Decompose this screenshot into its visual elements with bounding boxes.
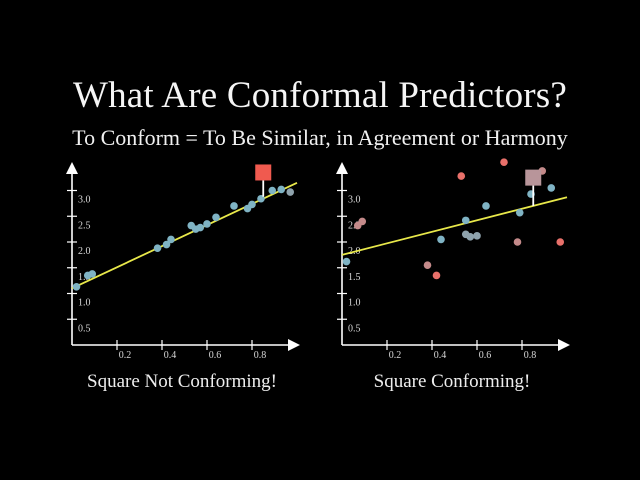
y-tick-label: 0.5 bbox=[78, 323, 91, 334]
data-point bbox=[230, 202, 238, 210]
data-point bbox=[342, 257, 351, 266]
y-tick-label: 1.5 bbox=[348, 272, 361, 283]
y-tick-label: 2.5 bbox=[78, 220, 91, 231]
x-tick-label: 0.8 bbox=[524, 350, 537, 361]
data-point bbox=[437, 235, 445, 244]
data-point bbox=[248, 200, 256, 209]
x-tick-label: 0.2 bbox=[119, 350, 132, 361]
y-tick-label: 1.5 bbox=[78, 272, 91, 283]
right-plot-caption: Square Conforming! bbox=[373, 371, 531, 392]
left-plot-caption: Square Not Conforming! bbox=[87, 371, 277, 392]
test-square bbox=[255, 164, 272, 181]
y-tick-label: 1.0 bbox=[348, 298, 361, 309]
data-point bbox=[212, 213, 220, 222]
data-point bbox=[358, 217, 367, 226]
y-tick-label: 3.0 bbox=[348, 195, 361, 206]
data-point bbox=[203, 220, 211, 228]
y-tick-label: 3.0 bbox=[78, 195, 91, 206]
x-tick-label: 0.4 bbox=[164, 350, 177, 361]
data-point bbox=[547, 184, 556, 192]
right-scatter-plot: 0.20.40.60.80.51.01.52.02.53.0 bbox=[336, 158, 570, 361]
data-point bbox=[423, 261, 432, 269]
data-point bbox=[167, 235, 175, 244]
y-axis-arrow-icon bbox=[66, 162, 78, 174]
data-point bbox=[277, 185, 286, 194]
data-point bbox=[432, 271, 441, 280]
data-point bbox=[457, 172, 466, 180]
x-tick-label: 0.6 bbox=[479, 350, 492, 361]
y-axis-arrow-icon bbox=[336, 162, 348, 174]
x-tick-label: 0.4 bbox=[434, 350, 447, 361]
data-point bbox=[88, 270, 97, 278]
data-point bbox=[466, 233, 475, 241]
x-tick-label: 0.8 bbox=[254, 350, 267, 361]
test-square bbox=[525, 169, 542, 186]
x-tick-label: 0.6 bbox=[209, 350, 222, 361]
data-point bbox=[515, 208, 524, 217]
data-point bbox=[556, 238, 565, 246]
data-point bbox=[473, 232, 481, 240]
data-point bbox=[482, 202, 490, 210]
data-point bbox=[196, 223, 205, 232]
y-tick-label: 2.0 bbox=[78, 246, 91, 257]
data-point bbox=[153, 244, 162, 252]
x-axis-arrow-icon bbox=[288, 339, 300, 351]
data-point bbox=[286, 188, 295, 196]
data-point bbox=[162, 240, 171, 249]
y-tick-label: 1.0 bbox=[78, 298, 91, 309]
data-point bbox=[461, 216, 470, 225]
page-subtitle: To Conform = To Be Similar, in Agreement… bbox=[72, 125, 568, 150]
page-title: What Are Conformal Predictors? bbox=[72, 75, 568, 116]
data-point bbox=[268, 186, 277, 195]
regression-line bbox=[341, 196, 568, 256]
data-point bbox=[513, 238, 522, 246]
data-point bbox=[500, 158, 508, 166]
data-point bbox=[257, 194, 265, 203]
x-axis-arrow-icon bbox=[558, 339, 570, 351]
y-tick-label: 0.5 bbox=[348, 323, 361, 334]
x-tick-label: 0.2 bbox=[389, 350, 402, 361]
data-point bbox=[72, 283, 81, 291]
left-scatter-plot: 0.2 0.4 0.6 0.8 0.5 1.0 1.5 2.0 2.5 3.0 bbox=[66, 162, 300, 361]
